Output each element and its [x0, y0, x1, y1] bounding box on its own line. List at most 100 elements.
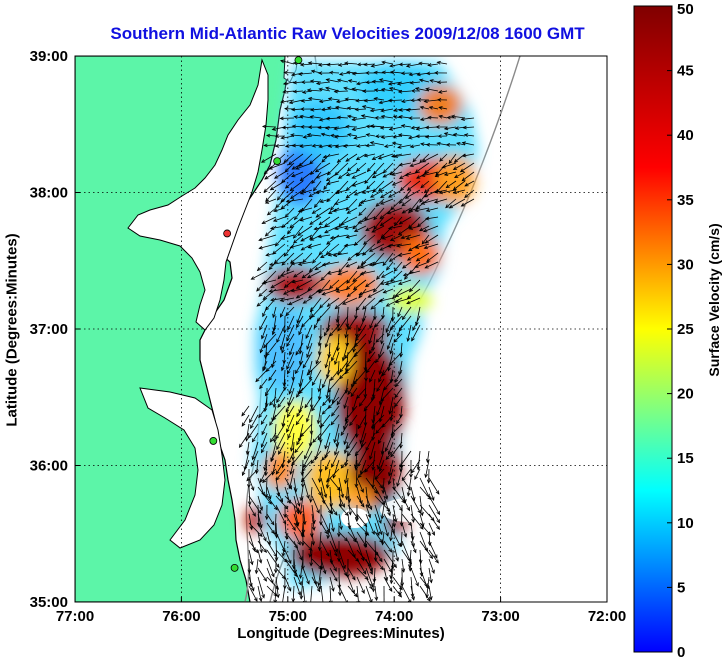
velocity-arrowhead	[315, 289, 321, 293]
velocity-arrow	[395, 288, 412, 297]
velocity-arrow	[375, 198, 385, 207]
velocity-arrowhead	[388, 587, 393, 592]
velocity-arrowhead	[393, 267, 398, 272]
velocity-arrowhead	[349, 421, 353, 427]
velocity-arrowhead	[282, 89, 287, 94]
velocity-arrow	[381, 270, 394, 278]
velocity-arrowhead	[360, 503, 365, 508]
velocity-arrowhead	[377, 155, 383, 160]
velocity-arrow	[291, 171, 304, 177]
velocity-arrow	[296, 387, 304, 398]
velocity-arrowhead	[313, 203, 318, 209]
velocity-arrow	[356, 144, 367, 147]
velocity-arrow	[257, 486, 272, 505]
velocity-arrow	[257, 549, 262, 564]
velocity-arrowhead	[281, 602, 284, 605]
velocity-arrow	[436, 180, 448, 193]
velocity-arrowhead	[382, 169, 387, 174]
velocity-arrow	[402, 207, 412, 214]
velocity-arrowhead	[428, 596, 433, 601]
velocity-arrowhead	[287, 301, 293, 306]
velocity-arrow	[338, 495, 345, 508]
velocity-arrow	[295, 360, 304, 374]
velocity-arrowhead	[399, 463, 403, 468]
velocity-arrowhead	[401, 209, 406, 214]
velocity-arrowhead	[448, 159, 453, 165]
velocity-arrowhead	[453, 158, 458, 163]
velocity-arrow	[398, 90, 412, 93]
velocity-arrowhead	[357, 220, 362, 224]
velocity-arrow	[242, 459, 250, 476]
velocity-arrow	[306, 342, 313, 358]
velocity-arrowhead	[300, 246, 305, 251]
velocity-arrow	[270, 180, 286, 191]
velocity-arrow	[298, 378, 304, 395]
velocity-arrowhead	[264, 175, 269, 180]
velocity-arrow	[346, 270, 358, 284]
velocity-arrow	[312, 207, 322, 214]
velocity-arrowhead	[399, 542, 404, 548]
velocity-arrowhead	[277, 275, 282, 280]
velocity-arrowhead	[308, 294, 313, 299]
velocity-arrow	[272, 306, 277, 318]
velocity-arrow	[451, 115, 466, 119]
velocity-arrowhead	[387, 480, 392, 486]
velocity-arrowhead	[280, 273, 285, 277]
velocity-arrowhead	[339, 525, 343, 531]
velocity-arrow	[311, 306, 322, 318]
velocity-arrow	[444, 126, 457, 130]
velocity-arrow	[410, 531, 415, 547]
velocity-arrow	[275, 567, 286, 580]
velocity-arrowhead	[408, 116, 413, 120]
velocity-arrowhead	[344, 537, 349, 542]
velocity-arrow	[381, 324, 385, 344]
velocity-arrowhead	[290, 107, 296, 112]
velocity-arrow	[398, 225, 412, 235]
velocity-arrowhead	[261, 124, 267, 129]
velocity-arrowhead	[393, 222, 398, 227]
velocity-arrow	[261, 153, 277, 163]
velocity-arrowhead	[443, 126, 449, 131]
velocity-arrowhead	[268, 376, 273, 382]
velocity-arrow	[383, 576, 393, 592]
velocity-arrowhead	[311, 541, 316, 546]
velocity-arrow	[428, 486, 435, 501]
velocity-arrowhead	[358, 211, 363, 217]
velocity-arrow	[345, 324, 349, 338]
velocity-arrowhead	[368, 262, 374, 267]
velocity-arrowhead	[420, 201, 426, 205]
velocity-arrow	[293, 513, 299, 527]
velocity-arrow	[361, 252, 376, 265]
velocity-arrow	[412, 315, 421, 331]
velocity-arrowhead	[299, 62, 305, 67]
velocity-arrow	[409, 72, 421, 76]
velocity-arrowhead	[268, 166, 273, 170]
velocity-arrow	[380, 198, 394, 205]
velocity-arrowhead	[309, 562, 314, 567]
velocity-arrowhead	[276, 492, 281, 497]
velocity-arrowhead	[392, 134, 397, 139]
velocity-arrowhead	[358, 294, 363, 299]
velocity-arrowhead	[259, 326, 263, 331]
velocity-arrow	[347, 486, 350, 503]
velocity-arrowhead	[379, 484, 384, 489]
velocity-arrowhead	[315, 213, 320, 218]
velocity-arrow	[269, 261, 286, 266]
velocity-arrow	[389, 87, 403, 92]
velocity-arrow	[290, 180, 304, 191]
velocity-arrow	[424, 261, 439, 269]
velocity-arrow	[395, 378, 403, 387]
velocity-arrow	[311, 576, 321, 592]
velocity-arrow	[347, 378, 358, 395]
velocity-arrow	[464, 180, 475, 187]
velocity-arrowhead	[340, 221, 345, 225]
velocity-arrowhead	[344, 389, 349, 394]
velocity-arrowhead	[381, 236, 386, 240]
velocity-arrowhead	[416, 72, 421, 77]
velocity-arrowhead	[430, 496, 435, 501]
velocity-arrow	[295, 414, 304, 425]
velocity-arrow	[426, 252, 439, 262]
velocity-arrow	[293, 531, 301, 545]
velocity-arrowhead	[287, 434, 291, 440]
velocity-arrowhead	[344, 334, 349, 339]
